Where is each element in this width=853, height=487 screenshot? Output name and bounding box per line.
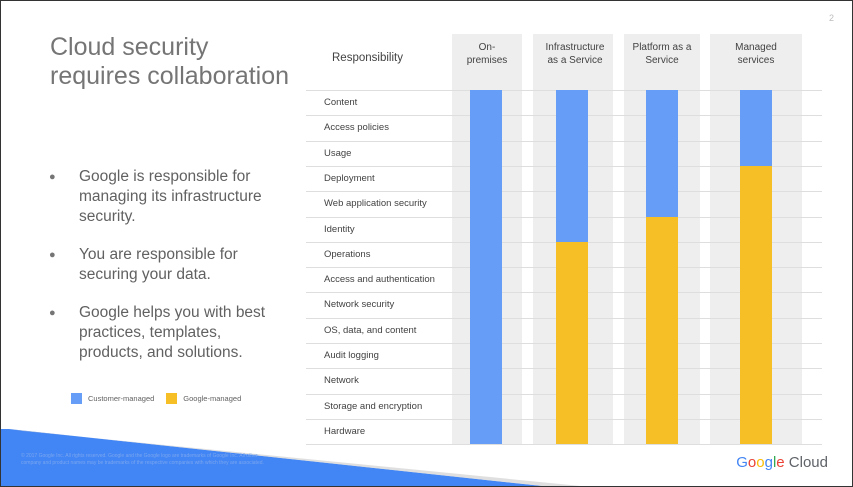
column-header-line: as a Service xyxy=(547,55,603,66)
row-label: Identity xyxy=(324,223,355,235)
row-label: Content xyxy=(324,97,358,108)
column-header: On-premises xyxy=(437,41,537,67)
row-label: Web application security xyxy=(324,198,427,210)
legend-label: Google-managed xyxy=(183,394,242,403)
legend-swatch-google xyxy=(166,393,178,404)
bullet-item: You are responsible for securing your da… xyxy=(49,245,284,285)
row-label: Hardware xyxy=(324,425,366,437)
column-header: Platform as a Service xyxy=(612,41,712,67)
row-label: Storage and encryption xyxy=(324,400,423,412)
legend-label: Customer-managed xyxy=(88,394,155,403)
row-label: OS, data, and content xyxy=(324,324,417,336)
row-label: Access and authentication xyxy=(324,274,435,286)
legend-swatch-customer xyxy=(71,393,82,404)
row-label: Audit logging xyxy=(324,350,379,361)
responsibility-header: Responsibility xyxy=(332,52,403,64)
bullet-item: Google is responsible for managing its i… xyxy=(49,167,284,227)
row-label: Deployment xyxy=(324,172,375,184)
legend-item-customer: Customer-managed xyxy=(71,393,154,404)
legal-notice: © 2017 Google Inc. All rights reserved. … xyxy=(21,453,264,466)
google-cloud-logo: Google Cloud xyxy=(736,454,828,471)
customer-managed-bar xyxy=(646,90,678,217)
column-header: Infrastructure as a Service xyxy=(525,41,625,67)
legend-item-google: Google-managed xyxy=(166,393,241,404)
row-label: Operations xyxy=(324,248,371,260)
row-label: Usage xyxy=(324,147,352,159)
row-label: Network security xyxy=(324,299,395,311)
customer-managed-bar xyxy=(740,90,772,166)
slide-title: Cloud security requires collaboration xyxy=(50,33,290,90)
google-managed-bar xyxy=(556,241,588,445)
google-managed-bar xyxy=(740,165,772,445)
column-header-line: On- xyxy=(478,42,496,53)
column-header-line: services xyxy=(737,55,775,66)
page-number: 2 xyxy=(828,13,834,23)
column-header-line: Managed xyxy=(735,42,777,53)
column-header-line: Infrastructure xyxy=(545,42,605,53)
column-header: Managed services xyxy=(706,41,806,67)
bullet-list: Google is responsible for managing its i… xyxy=(49,167,284,381)
column-header-line: premises xyxy=(466,55,508,66)
column-header-line: Service xyxy=(645,55,679,66)
row-label: Network xyxy=(324,375,359,387)
customer-managed-bar xyxy=(470,90,502,445)
column-header-line: Platform as a xyxy=(632,42,692,53)
google-managed-bar xyxy=(646,216,678,445)
row-label: Access policies xyxy=(324,122,389,134)
customer-managed-bar xyxy=(556,90,588,242)
legend: Customer-managed Google-managed xyxy=(71,393,253,404)
bullet-item: Google helps you with best practices, te… xyxy=(49,303,284,363)
row-divider xyxy=(306,444,822,446)
